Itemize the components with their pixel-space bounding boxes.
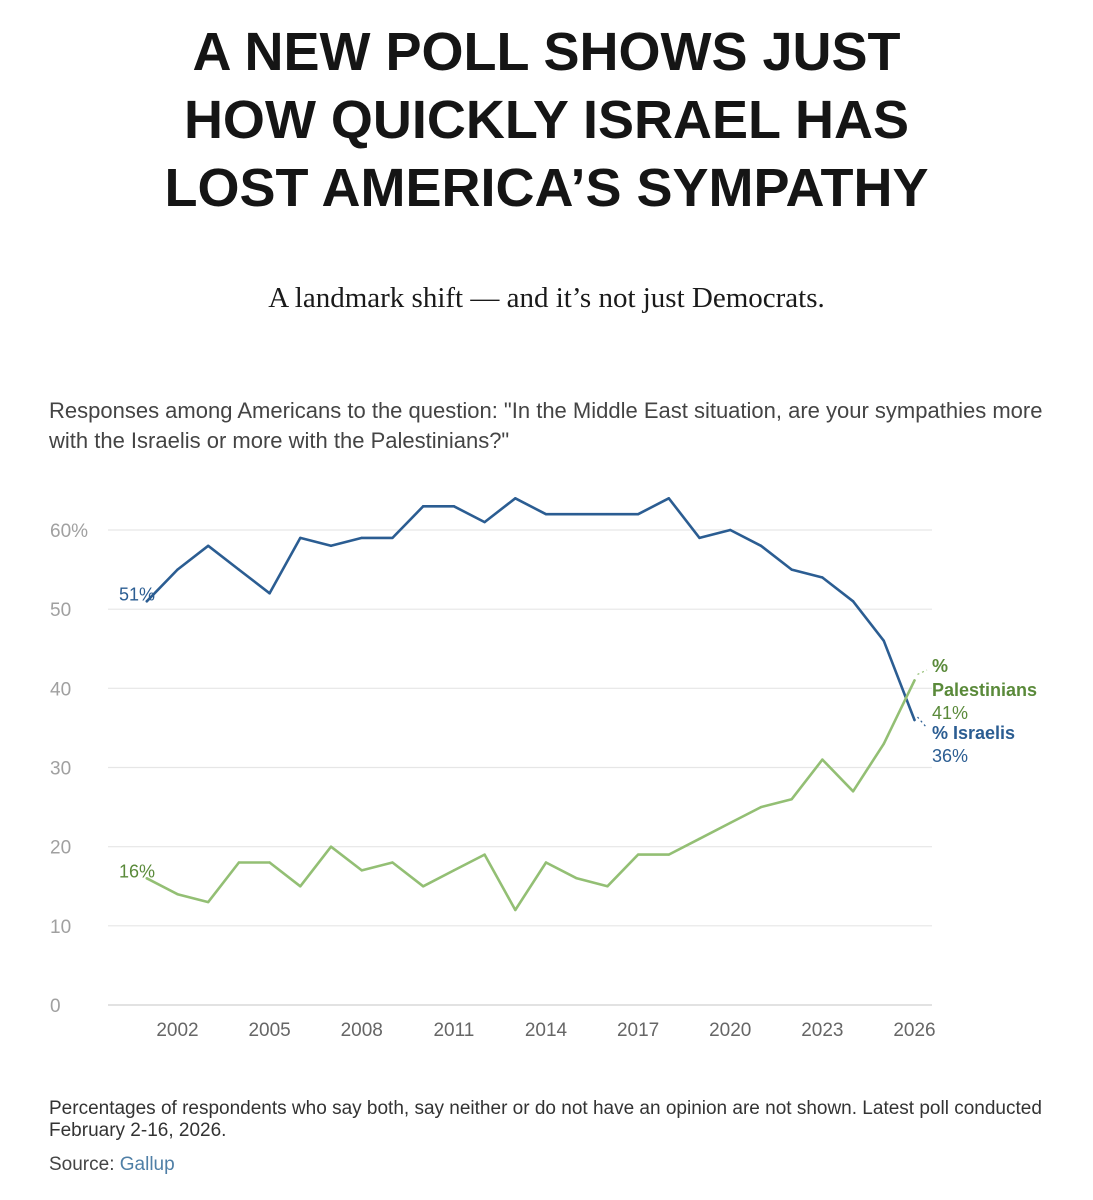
end-label-palestinians-name-1: % [932,656,948,676]
chart-question: Responses among Americans to the questio… [49,398,1043,453]
point-palestinians-2017 [636,853,640,856]
point-palestinians-2003 [207,900,210,904]
source-link[interactable]: Gallup [119,1154,175,1175]
point-israelis-2001 [145,600,148,603]
point-israelis-2005 [268,592,271,595]
point-israelis-2004 [237,568,241,571]
series-line-israelis [145,496,916,722]
point-israelis-2009 [391,536,394,540]
point-israelis-2024 [851,600,855,603]
point-israelis-2008 [360,536,363,540]
point-israelis-2006 [299,536,302,540]
point-palestinians-2023 [821,758,824,761]
point-palestinians-2020 [729,821,732,825]
x-tick-label-2026: 2026 [893,1020,935,1041]
y-tick-label-0: 0 [50,996,61,1017]
point-palestinians-2013 [514,908,517,912]
grid-lines [108,529,932,1006]
x-tick-label-2011: 2011 [433,1020,474,1041]
point-israelis-2022 [790,568,793,571]
point-israelis-2021 [759,544,763,548]
subheadline: A landmark shift — and it’s not just Dem… [268,282,825,314]
point-palestinians-2019 [698,837,701,840]
source-label: Source: [49,1154,115,1175]
x-tick-label-2008: 2008 [341,1020,383,1041]
series-line-palestinians [145,679,916,912]
point-palestinians-2007 [329,845,333,848]
point-palestinians-2016 [606,885,609,888]
point-israelis-2002 [176,568,179,571]
point-palestinians-2012 [483,853,486,856]
y-tick-label-20: 20 [50,838,71,859]
point-israelis-2007 [329,544,333,548]
x-tick-label-2005: 2005 [248,1020,290,1041]
leader-palestinians [917,669,928,675]
point-palestinians-2021 [759,805,763,809]
point-palestinians-2026 [913,679,916,682]
x-tick-label-2014: 2014 [525,1020,568,1041]
point-palestinians-2018 [667,853,671,856]
point-israelis-2010 [421,505,425,508]
point-israelis-2013 [514,497,517,500]
point-palestinians-2001 [145,877,148,880]
point-palestinians-2025 [882,742,885,745]
x-axis-ticks: 2002 2005 2008 2011 2014 2017 2020 2023 2026 [156,1020,935,1041]
end-label-israelis-name: % Israelis [932,723,1015,743]
x-tick-label-2020: 2020 [709,1020,751,1041]
point-palestinians-2009 [391,861,394,864]
point-israelis-2003 [207,544,210,548]
point-palestinians-2010 [421,885,425,888]
point-israelis-2023 [821,576,824,579]
headline: A NEW POLL SHOWS JUST HOW QUICKLY ISRAEL… [0,18,1093,222]
point-israelis-2014 [544,512,548,516]
y-tick-label-30: 30 [50,759,71,780]
point-israelis-2017 [636,512,640,516]
point-palestinians-2022 [790,797,793,801]
series-labels: 51% 16%% Palestinians 41%% Israelis 36% [119,584,1037,881]
y-tick-label-10: 10 [50,917,71,938]
start-label-israelis: 51% [119,584,155,604]
x-tick-label-2023: 2023 [801,1020,843,1041]
end-label-palestinians-name-2: Palestinians [932,680,1037,700]
point-israelis-2012 [483,520,486,524]
y-tick-label-60: 60% [50,521,88,542]
point-israelis-2015 [575,512,578,516]
point-palestinians-2015 [575,877,578,880]
point-israelis-2019 [698,536,701,540]
point-palestinians-2005 [268,861,271,864]
point-palestinians-2006 [299,885,302,888]
headline-line-3: LOST AMERICA’S SYMPATHY [164,158,929,218]
point-israelis-2025 [882,639,885,643]
point-palestinians-2014 [544,861,548,864]
leader-israelis [917,716,928,729]
point-palestinians-2008 [360,869,363,872]
point-israelis-2011 [452,505,456,508]
point-palestinians-2004 [237,861,241,864]
point-israelis-2026 [913,718,916,722]
start-label-palestinians: 16% [119,861,155,881]
end-label-israelis-value: 36% [932,746,968,766]
end-label-palestinians-value: 41% [932,703,968,723]
source-line: Source: Gallup [49,1154,175,1176]
point-israelis-2020 [729,528,732,532]
x-tick-label-2002: 2002 [156,1020,198,1041]
point-palestinians-2011 [452,869,456,872]
headline-line-2: HOW QUICKLY ISRAEL HAS [183,90,910,150]
headline-line-1: A NEW POLL SHOWS JUST [192,22,901,82]
x-tick-label-2017: 2017 [617,1020,659,1041]
series-lines [145,496,916,912]
point-israelis-2018 [667,497,671,500]
point-palestinians-2002 [176,892,179,896]
point-palestinians-2024 [851,790,855,793]
y-tick-label-40: 40 [50,679,71,700]
y-tick-label-50: 50 [50,600,71,621]
y-axis-ticks: 0 10 20 30 40 50 60% [50,521,88,1017]
footnote: Percentages of respondents who say both,… [49,1098,1042,1141]
point-israelis-2016 [606,512,609,516]
